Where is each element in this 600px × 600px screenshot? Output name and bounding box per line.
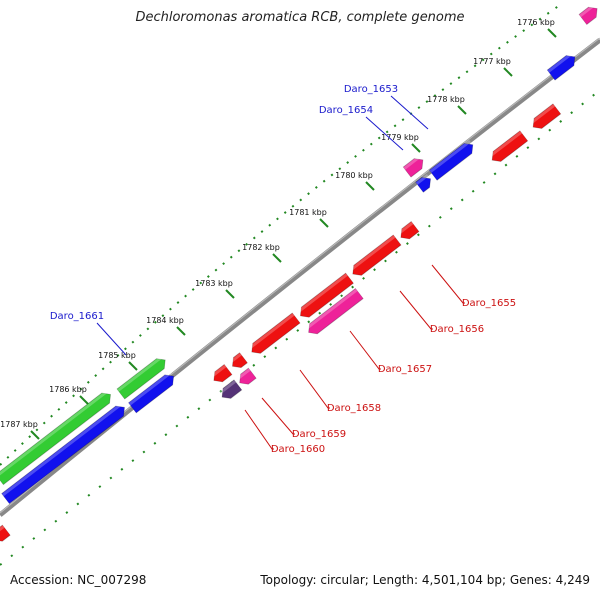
scale-tick [30,430,40,440]
gene-label-reverse: Daro_1657 [378,364,432,375]
gene-daro-1661 [116,355,166,400]
scale-label: 1778 kbp [427,95,465,104]
gene-labels: Daro_1653 Daro_1654 Daro_1661 Daro_1655 Daro… [50,84,516,455]
outer-tick-track [0,4,561,466]
leader-line [431,264,465,304]
gene-daro-1655b [488,130,529,162]
gene-daro-1660 [218,379,243,399]
scale-label: 1780 kbp [335,171,373,180]
gene-daro-1653a [546,52,576,81]
scale-tick [547,28,557,38]
accession-text: Accession: NC_007298 [10,573,147,587]
gene-daro-1655 [397,221,420,240]
scale-tick [128,361,138,371]
scale-label: 1787 kbp [0,420,38,429]
gene-daro-1656 [349,234,402,276]
leader-line [365,116,404,151]
scale-label: 1784 kbp [146,316,184,325]
gene-daro-1659 [236,367,257,385]
scale-tick [457,105,467,115]
scale-label: 1781 kbp [289,208,327,217]
scale-tick [365,181,375,191]
gene-daro-1662 [0,389,111,486]
gene-daro-1655a [529,103,562,129]
map-title: Dechloromonas aromatica RCB, complete ge… [135,10,465,25]
gene-daro-1658a [248,312,301,354]
scale-tick [272,253,282,263]
scale-label: 1777 kbp [473,57,511,66]
gene-daro-1657a [296,272,354,318]
leader-line [96,322,127,356]
scale-tick [176,326,186,336]
leader-line [349,330,381,370]
gene-daro-1654a [402,155,424,178]
gene-daro-1654 [415,173,431,193]
gene-daro-1659a [210,364,233,383]
genome-summary-text: Topology: circular; Length: 4,501,104 bp… [260,573,590,587]
scale-label: 1785 kbp [98,351,136,360]
inner-tick-track [0,89,600,566]
scale-label: 1783 kbp [195,279,233,288]
gene-daro-1657 [304,288,364,335]
gene-daro-1658 [228,352,248,369]
gene-label-forward: Daro_1654 [319,105,373,116]
gene-label-reverse: Daro_1658 [327,403,381,414]
leader-line [261,397,295,435]
genome-backbone [0,38,600,517]
scale-tick [319,218,329,228]
gene-label-reverse: Daro_1660 [271,444,325,455]
scale-tick [411,143,421,153]
scale-tick [79,395,89,405]
gene-features [0,3,598,542]
gene-label-reverse: Daro_1659 [292,429,346,440]
scale-tick [503,67,513,77]
scale-label: 1782 kbp [242,243,280,252]
scale-label: 1776 kbp [517,18,555,27]
scale-ticks: 1776 kbp 1777 kbp 1778 kbp 1779 kbp 1780 kbp… [0,18,557,440]
gene-daro-1652 [578,3,598,25]
leader-line [244,409,274,450]
leader-line [299,369,330,409]
gene-daro-1663 [1,402,125,505]
gene-daro-1661b [128,371,175,414]
gene-daro-1664 [0,524,11,542]
leader-line [399,290,433,330]
gene-label-forward: Daro_1661 [50,311,104,322]
gene-label-reverse: Daro_1655 [462,298,516,309]
leader-line [390,95,429,130]
scale-tick [225,289,235,299]
scale-label: 1786 kbp [49,385,87,394]
gene-label-reverse: Daro_1656 [430,324,484,335]
gene-label-forward: Daro_1653 [344,84,398,95]
gene-daro-1653 [428,140,474,181]
scale-label: 1779 kbp [381,133,419,142]
